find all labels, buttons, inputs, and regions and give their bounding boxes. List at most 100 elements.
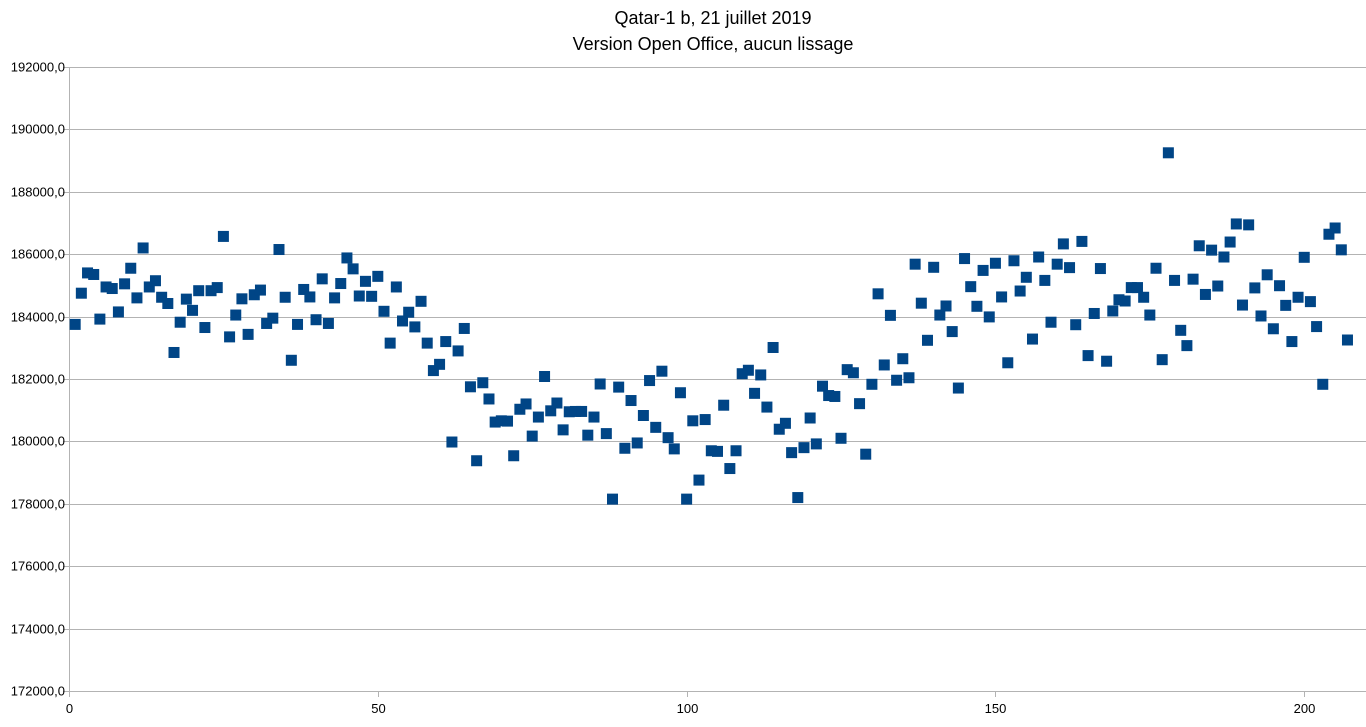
- data-point: [674, 387, 686, 399]
- data-point: [637, 410, 649, 421]
- data-point: [730, 445, 742, 457]
- data-point: [829, 390, 841, 402]
- data-point: [854, 398, 866, 410]
- chart-subtitle: Version Open Office, aucun lissage: [573, 34, 854, 54]
- data-point: [545, 405, 557, 417]
- data-point: [329, 292, 341, 304]
- data-point: [1119, 295, 1131, 307]
- data-points: [69, 147, 1353, 505]
- data-point: [1162, 147, 1174, 159]
- data-point: [996, 291, 1008, 303]
- data-point: [1249, 282, 1261, 294]
- data-point: [1236, 299, 1248, 311]
- data-point: [230, 309, 242, 321]
- data-point: [817, 380, 828, 392]
- data-point: [668, 443, 680, 455]
- data-point: [897, 353, 909, 365]
- data-point: [952, 382, 964, 394]
- data-point: [366, 290, 378, 302]
- data-point: [427, 365, 439, 377]
- data-point: [983, 311, 995, 323]
- data-point: [88, 268, 100, 280]
- data-point: [1317, 378, 1329, 390]
- data-point: [736, 368, 748, 380]
- data-point: [1144, 309, 1156, 321]
- data-point: [199, 322, 211, 334]
- data-point: [285, 354, 297, 366]
- data-point: [989, 257, 1001, 269]
- data-point: [613, 381, 625, 393]
- data-point: [1064, 262, 1076, 274]
- data-point: [434, 358, 446, 370]
- data-point: [557, 424, 569, 436]
- data-point: [279, 291, 291, 303]
- data-point: [267, 312, 279, 324]
- data-point: [112, 306, 124, 318]
- data-point: [792, 492, 804, 504]
- chart-title: Qatar-1 b, 21 juillet 2019: [614, 8, 811, 28]
- data-point: [162, 298, 174, 309]
- data-point: [341, 252, 353, 264]
- axes: [69, 67, 1305, 697]
- data-point: [156, 291, 168, 303]
- data-point: [884, 309, 896, 321]
- data-point: [502, 415, 514, 427]
- data-point: [699, 414, 711, 426]
- data-point: [304, 291, 316, 303]
- data-point: [415, 295, 427, 307]
- data-point: [106, 283, 118, 295]
- data-point: [866, 378, 878, 390]
- data-point: [1193, 240, 1205, 252]
- data-point: [1150, 262, 1162, 274]
- y-tick-label: 190000,0: [11, 122, 65, 137]
- data-point: [464, 381, 476, 393]
- data-point: [489, 416, 501, 428]
- data-point: [872, 288, 884, 300]
- data-point: [421, 337, 433, 349]
- data-point: [1286, 336, 1298, 348]
- data-point: [372, 270, 384, 282]
- data-point: [625, 395, 637, 407]
- y-axis-tick-labels: 172000,0 174000,0 176000,0 178000,0 180000,0…: [11, 60, 65, 699]
- data-point: [1070, 319, 1082, 331]
- data-point: [662, 432, 674, 444]
- data-point: [860, 448, 872, 460]
- data-point: [607, 493, 618, 505]
- data-point: [149, 275, 161, 287]
- data-point: [384, 337, 396, 349]
- data-point: [798, 442, 810, 454]
- data-point: [1323, 228, 1335, 240]
- x-tick-label: 200: [1294, 701, 1316, 716]
- data-point: [1261, 269, 1273, 281]
- data-point: [1304, 296, 1316, 308]
- data-point: [835, 432, 847, 444]
- data-point: [1107, 305, 1119, 317]
- x-tick-label: 50: [371, 701, 385, 716]
- data-point: [1113, 294, 1125, 306]
- data-point: [1187, 273, 1199, 285]
- data-point: [921, 334, 933, 346]
- data-point: [1057, 238, 1069, 250]
- data-point: [1002, 357, 1014, 369]
- x-axis-tick-labels: 0 50 100 150 200: [66, 701, 1315, 716]
- data-point: [804, 412, 816, 424]
- data-point: [1292, 291, 1304, 303]
- data-point: [75, 287, 87, 299]
- y-tick-label: 182000,0: [11, 372, 65, 387]
- data-point: [193, 285, 205, 297]
- data-point: [446, 436, 458, 448]
- data-point: [1039, 274, 1051, 286]
- data-point: [403, 306, 415, 318]
- data-point: [761, 401, 773, 413]
- data-point: [1255, 310, 1267, 322]
- data-point: [205, 285, 217, 297]
- data-point: [940, 300, 952, 312]
- data-point: [217, 230, 229, 242]
- data-point: [1298, 251, 1310, 263]
- data-point: [810, 438, 822, 450]
- data-point: [582, 429, 594, 441]
- data-point: [724, 463, 736, 475]
- data-point: [693, 474, 705, 486]
- data-point: [1335, 244, 1347, 256]
- data-point: [767, 341, 779, 353]
